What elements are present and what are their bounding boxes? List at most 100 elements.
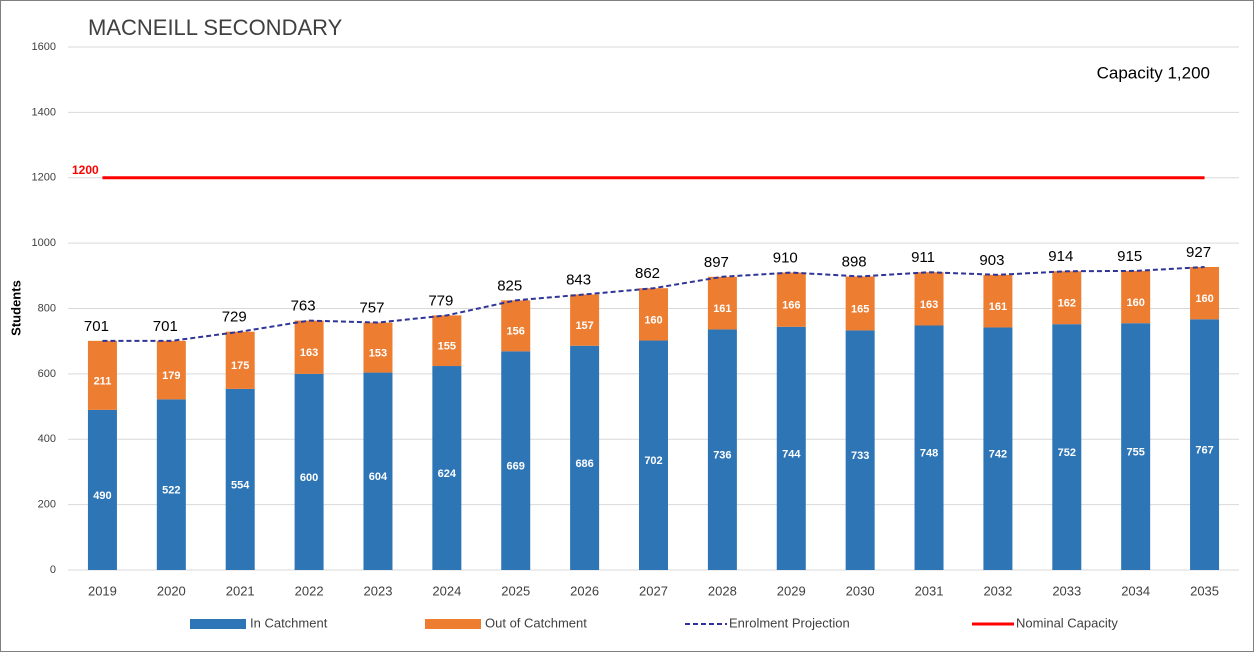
data-label: 752 bbox=[1058, 447, 1076, 459]
bar-segment bbox=[983, 327, 1013, 570]
bar-segment bbox=[914, 325, 944, 570]
data-label: 911 bbox=[911, 249, 935, 266]
data-label: 914 bbox=[1048, 248, 1073, 265]
data-label: 701 bbox=[84, 318, 109, 335]
x-tick-label: 2024 bbox=[432, 583, 461, 598]
data-label: 843 bbox=[566, 271, 591, 288]
data-label: 927 bbox=[1186, 244, 1211, 261]
y-tick-label: 1200 bbox=[32, 172, 56, 184]
bar-segment bbox=[845, 276, 875, 331]
x-tick-label: 2031 bbox=[915, 583, 944, 598]
data-label: 160 bbox=[1195, 293, 1213, 305]
y-tick-label: 200 bbox=[38, 499, 56, 511]
bar-segment bbox=[501, 300, 531, 352]
data-label: 686 bbox=[575, 458, 593, 470]
data-label: 736 bbox=[713, 450, 731, 462]
x-tick-label: 2032 bbox=[983, 583, 1012, 598]
x-tick-label: 2030 bbox=[846, 583, 875, 598]
bar-segment bbox=[1052, 324, 1082, 570]
bar-segment bbox=[1052, 271, 1082, 325]
data-label: 910 bbox=[773, 250, 798, 267]
x-tick-label: 2035 bbox=[1190, 583, 1219, 598]
bar-segment bbox=[1190, 266, 1220, 320]
data-label: 701 bbox=[153, 318, 178, 335]
data-label: 763 bbox=[291, 298, 316, 315]
x-tick-label: 2027 bbox=[639, 583, 668, 598]
legend-label: Enrolment Projection bbox=[729, 615, 850, 630]
y-tick-label: 400 bbox=[38, 433, 56, 445]
data-label: 669 bbox=[507, 461, 525, 473]
data-label: 1200 bbox=[72, 163, 99, 177]
data-label: 165 bbox=[851, 303, 869, 315]
bar-segment bbox=[432, 315, 462, 367]
data-label: 156 bbox=[507, 326, 525, 338]
data-label: 604 bbox=[369, 471, 388, 483]
data-label: 490 bbox=[93, 490, 111, 502]
data-label: 779 bbox=[428, 292, 453, 309]
data-label: 915 bbox=[1117, 248, 1142, 265]
data-label: 748 bbox=[920, 448, 938, 460]
y-tick-label: 1000 bbox=[32, 237, 56, 249]
bar-segment bbox=[845, 330, 875, 570]
data-label: 744 bbox=[782, 448, 801, 460]
data-label: 166 bbox=[782, 300, 800, 312]
data-label: 160 bbox=[1126, 297, 1144, 309]
data-label: 600 bbox=[300, 472, 318, 484]
data-label: 153 bbox=[369, 347, 387, 359]
data-label: 755 bbox=[1126, 447, 1144, 459]
x-tick-label: 2025 bbox=[501, 583, 530, 598]
bar-segment bbox=[87, 340, 117, 410]
legend-label: In Catchment bbox=[250, 615, 328, 630]
x-tick-label: 2026 bbox=[570, 583, 599, 598]
data-label: 211 bbox=[94, 375, 112, 387]
bar-segment bbox=[294, 373, 324, 570]
x-tick-label: 2022 bbox=[295, 583, 324, 598]
bar-segment bbox=[363, 372, 393, 570]
bar-segment bbox=[87, 409, 117, 570]
bar-segment bbox=[570, 345, 600, 570]
bar-segment bbox=[639, 340, 668, 570]
data-label: 161 bbox=[989, 301, 1007, 313]
data-label: 702 bbox=[644, 455, 662, 467]
bar-segment bbox=[1190, 319, 1220, 570]
data-label: 898 bbox=[842, 253, 867, 270]
bar-segment bbox=[914, 272, 944, 326]
bar-segment bbox=[501, 351, 531, 570]
bar-segment bbox=[776, 326, 806, 570]
data-label: 161 bbox=[713, 303, 731, 315]
y-axis-label: Students bbox=[8, 280, 23, 336]
bar-segment bbox=[1121, 323, 1151, 570]
data-label: 757 bbox=[359, 300, 384, 317]
bar-segment bbox=[776, 272, 806, 327]
bar-segment bbox=[156, 399, 186, 570]
x-tick-label: 2033 bbox=[1052, 583, 1081, 598]
legend-swatch bbox=[425, 619, 481, 629]
bar-segment bbox=[639, 288, 668, 341]
x-tick-label: 2019 bbox=[88, 583, 117, 598]
x-tick-label: 2023 bbox=[364, 583, 393, 598]
y-tick-label: 1600 bbox=[32, 41, 56, 53]
data-label: 903 bbox=[979, 252, 1004, 269]
data-label: 175 bbox=[231, 360, 249, 372]
data-label: 163 bbox=[300, 347, 318, 359]
bar-segment bbox=[294, 320, 324, 374]
bar-segment bbox=[570, 294, 600, 346]
data-label: 733 bbox=[851, 450, 869, 462]
series-line bbox=[102, 265, 1205, 342]
data-label: 157 bbox=[575, 320, 593, 332]
bar-segment bbox=[156, 340, 186, 400]
bar-segment bbox=[225, 331, 255, 389]
x-tick-label: 2029 bbox=[777, 583, 806, 598]
bar-segment bbox=[707, 276, 737, 330]
data-label: 624 bbox=[438, 468, 457, 480]
legend-label: Out of Catchment bbox=[485, 615, 587, 630]
data-label: 155 bbox=[438, 341, 456, 353]
data-label: 163 bbox=[920, 299, 938, 311]
x-tick-label: 2020 bbox=[157, 583, 186, 598]
bar-segment bbox=[983, 274, 1013, 328]
data-label: 522 bbox=[162, 485, 180, 497]
y-tick-label: 800 bbox=[38, 302, 56, 314]
